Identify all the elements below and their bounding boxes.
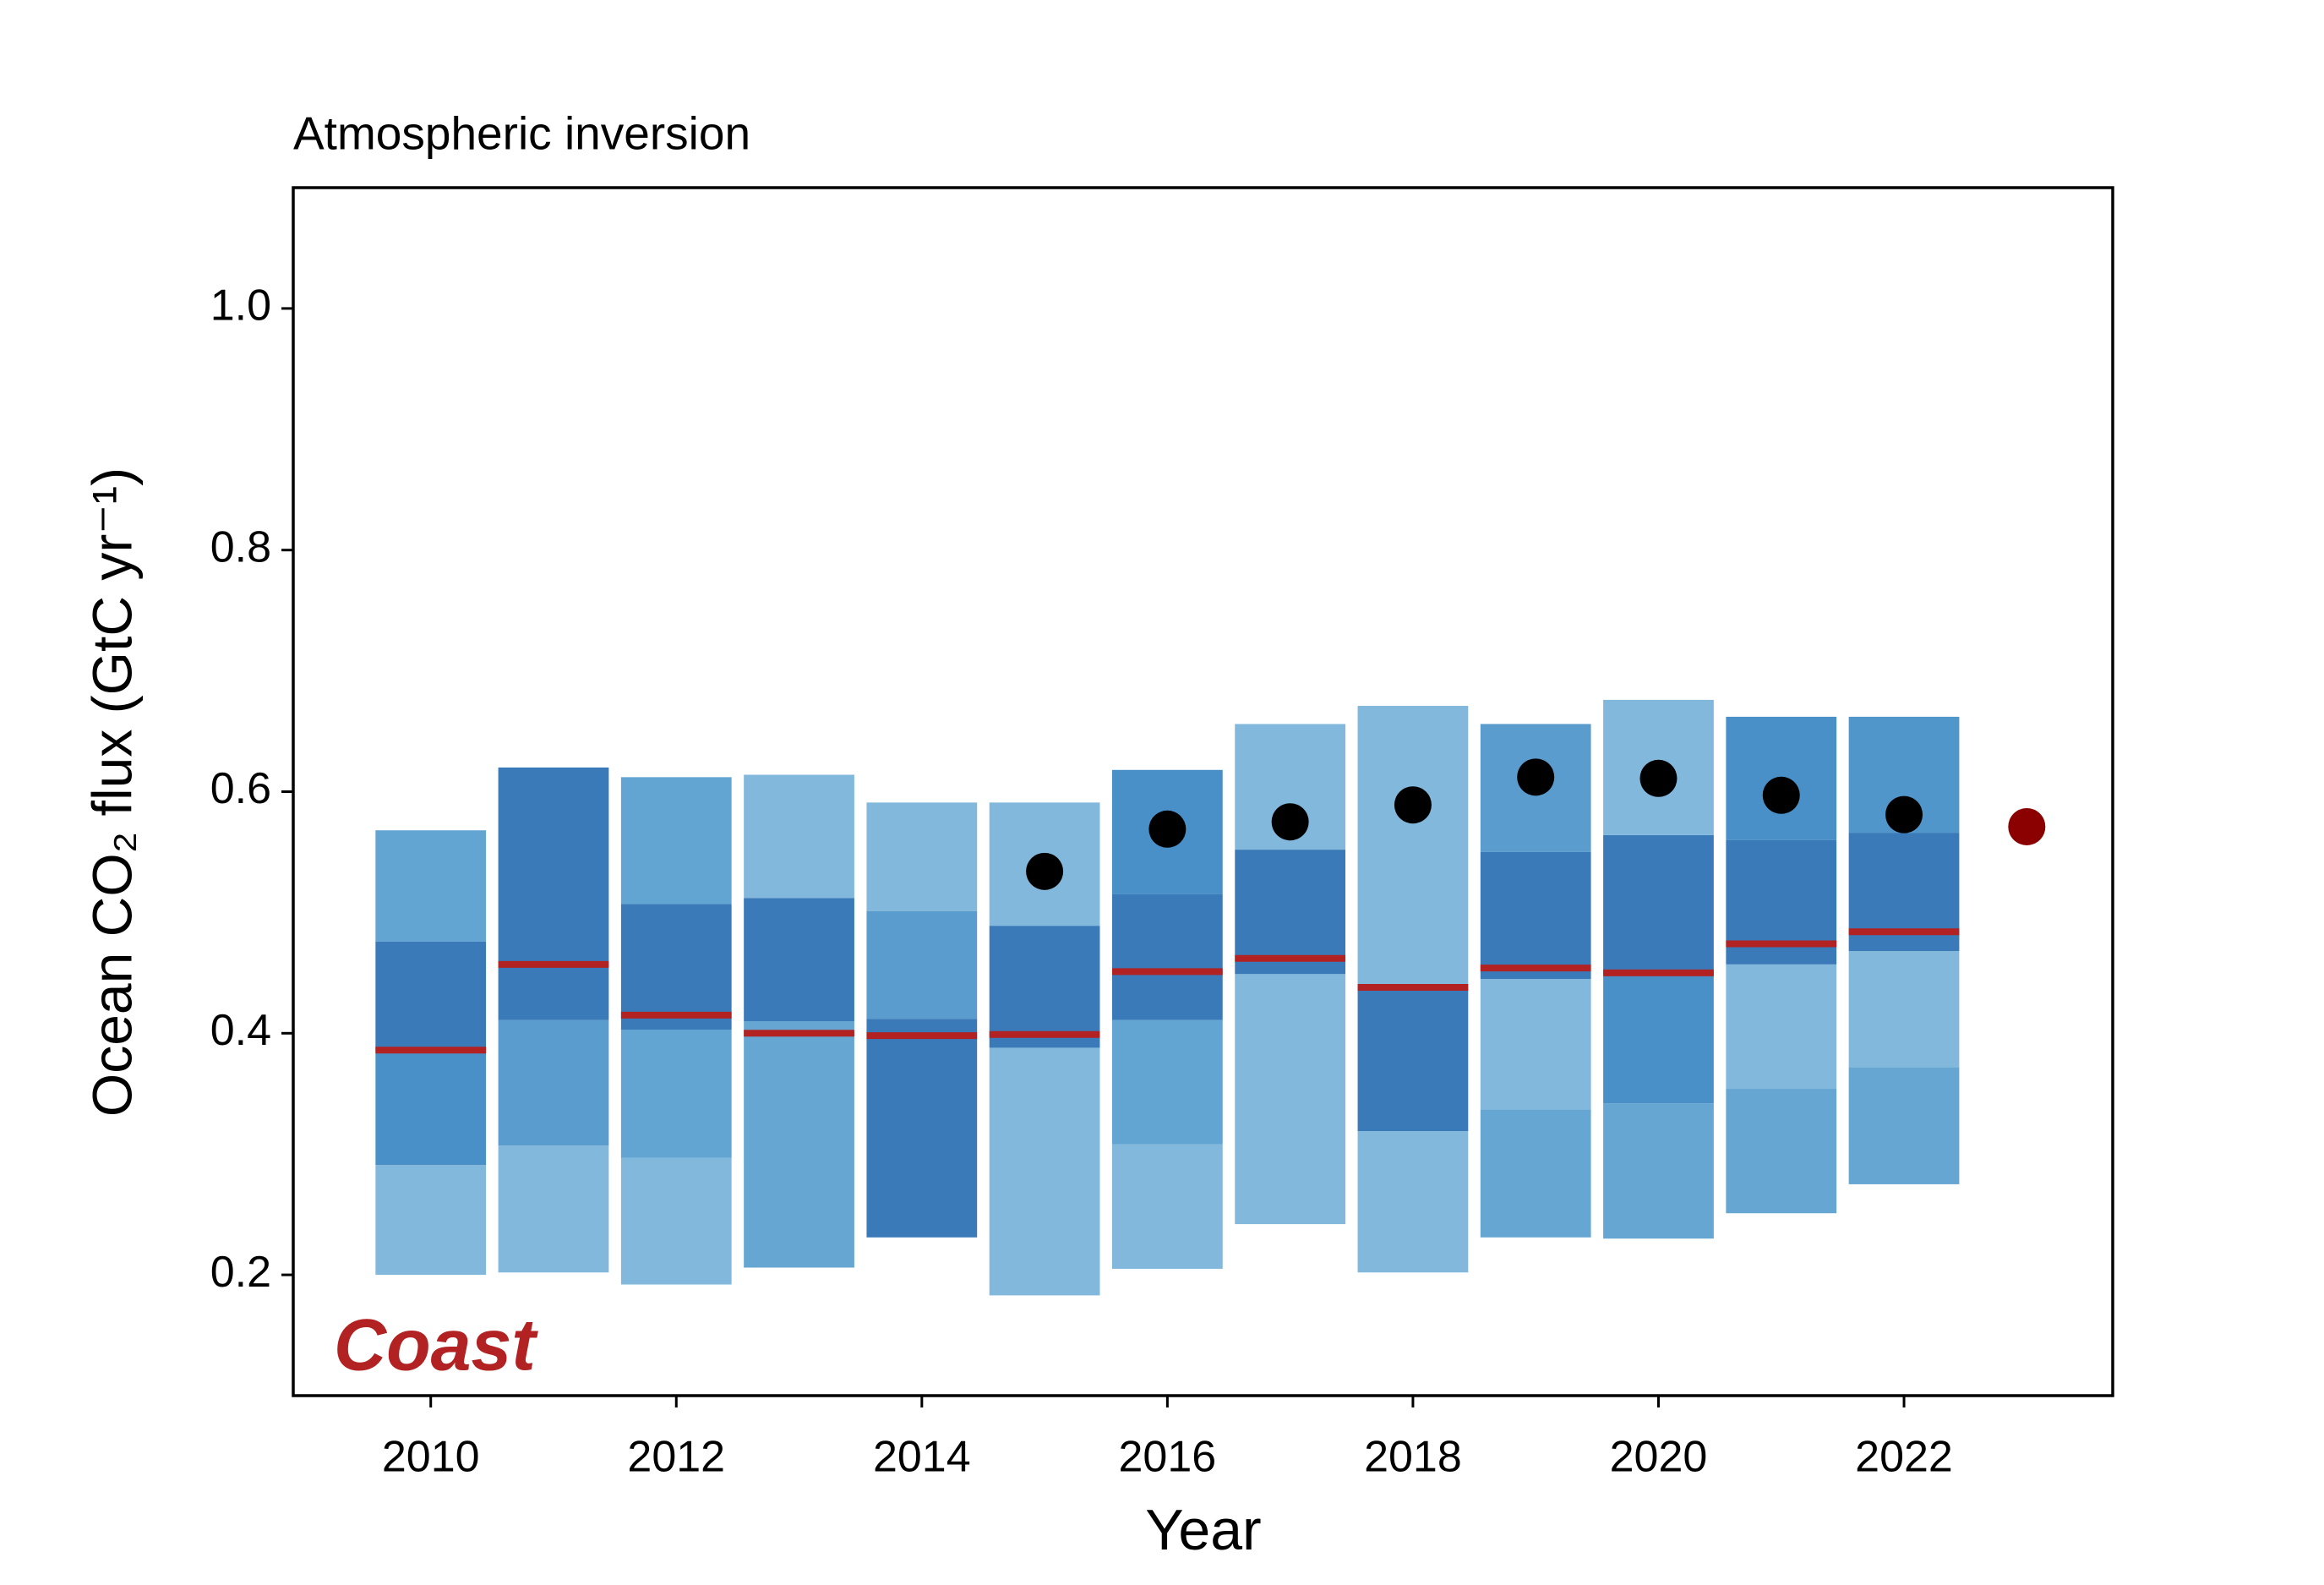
range-band [866, 910, 978, 1019]
x-tick-label: 2010 [382, 1433, 480, 1482]
observation-dot [1026, 852, 1064, 890]
range-band [744, 774, 854, 899]
range-band [375, 941, 487, 1051]
range-band [1357, 1131, 1469, 1273]
y-tick-label: 0.6 [210, 764, 271, 813]
y-tick-label: 0.2 [210, 1248, 271, 1297]
range-band [1235, 850, 1346, 975]
highlight-dot [2008, 807, 2046, 845]
range-band [620, 1030, 732, 1158]
y-tick-label: 0.4 [210, 1006, 271, 1055]
range-band [375, 1165, 487, 1276]
x-tick-label: 2016 [1119, 1433, 1217, 1482]
observation-dot [1885, 795, 1923, 833]
annotation: Coast [334, 1305, 538, 1386]
x-axis-label: Year [1145, 1498, 1261, 1562]
chart-title: Atmospheric inversion [293, 107, 750, 160]
range-band [1111, 1019, 1223, 1145]
range-band [744, 1021, 854, 1268]
range-band [498, 1019, 609, 1146]
observation-dot [1148, 810, 1187, 848]
observation-dot [1639, 759, 1678, 797]
range-band [620, 1157, 732, 1285]
range-band [620, 904, 732, 1030]
range-band [1111, 894, 1223, 1020]
range-band [1480, 851, 1591, 979]
x-tick-label: 2022 [1855, 1433, 1953, 1482]
range-band [1111, 1144, 1223, 1269]
range-band [375, 1050, 487, 1166]
range-band [498, 767, 609, 1020]
range-band [989, 926, 1100, 1048]
range-band [1357, 987, 1469, 1132]
observation-dot [1517, 758, 1555, 796]
range-band [1603, 834, 1714, 976]
x-tick-label: 2018 [1364, 1433, 1462, 1482]
range-band [866, 1019, 978, 1238]
y-axis-label: Ocean CO₂ flux (GtC yr⁻¹) [80, 467, 143, 1117]
x-tick-label: 2012 [627, 1433, 725, 1482]
range-band [1726, 1089, 1837, 1214]
range-band [1480, 978, 1591, 1110]
range-band [620, 777, 732, 905]
observation-dot [1394, 786, 1432, 824]
observation-dot [1762, 776, 1800, 814]
range-band [989, 1047, 1100, 1296]
y-tick-label: 0.8 [210, 522, 271, 571]
range-band [744, 898, 854, 1022]
x-tick-label: 2020 [1610, 1433, 1708, 1482]
range-band [1848, 951, 1960, 1068]
range-band [498, 1145, 609, 1273]
range-band [1603, 1103, 1714, 1239]
x-tick-label: 2014 [873, 1433, 971, 1482]
range-band [1726, 964, 1837, 1090]
y-tick-label: 1.0 [210, 281, 271, 331]
range-band [1235, 974, 1346, 1225]
range-band [1357, 706, 1469, 987]
range-band [1603, 975, 1714, 1104]
range-band [1480, 1109, 1591, 1238]
observation-dot [1271, 803, 1309, 841]
range-band [866, 802, 978, 911]
range-band [1848, 1067, 1960, 1184]
range-band [375, 830, 487, 942]
